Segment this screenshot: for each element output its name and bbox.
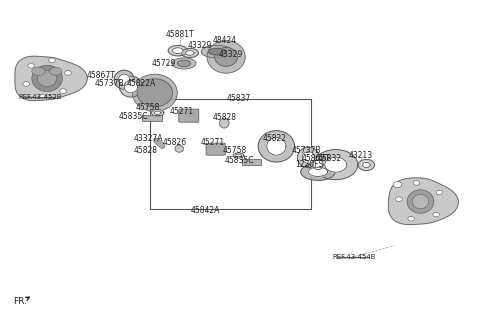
Polygon shape	[185, 51, 194, 55]
Text: 43329: 43329	[187, 41, 212, 50]
Polygon shape	[302, 152, 315, 163]
Circle shape	[39, 94, 46, 99]
Ellipse shape	[132, 74, 177, 112]
Text: 45835C: 45835C	[224, 155, 254, 165]
Text: 45832: 45832	[318, 154, 342, 163]
Polygon shape	[168, 46, 187, 56]
Circle shape	[436, 190, 443, 195]
Ellipse shape	[49, 67, 62, 75]
Polygon shape	[120, 76, 143, 97]
Circle shape	[408, 216, 415, 221]
Circle shape	[28, 64, 35, 68]
FancyBboxPatch shape	[206, 143, 225, 155]
Polygon shape	[309, 167, 327, 176]
Text: REF.43-454B: REF.43-454B	[332, 254, 376, 260]
Polygon shape	[201, 46, 233, 58]
Circle shape	[60, 89, 67, 93]
Text: REF.43-452B: REF.43-452B	[19, 94, 62, 100]
Polygon shape	[325, 157, 347, 172]
Text: 1220FS: 1220FS	[295, 160, 324, 170]
Polygon shape	[267, 137, 286, 155]
Polygon shape	[208, 49, 226, 55]
Text: 45822: 45822	[263, 134, 287, 143]
Bar	[242, 159, 261, 165]
Ellipse shape	[172, 58, 196, 69]
Ellipse shape	[207, 41, 245, 73]
Polygon shape	[124, 80, 138, 93]
Text: 45822A: 45822A	[126, 78, 156, 88]
Bar	[151, 99, 311, 209]
Ellipse shape	[32, 65, 62, 92]
Ellipse shape	[137, 79, 172, 107]
Circle shape	[23, 82, 30, 86]
Text: 45842A: 45842A	[191, 206, 220, 215]
Text: 45271: 45271	[169, 107, 193, 115]
Text: 45881T: 45881T	[166, 31, 194, 39]
Text: 45837: 45837	[227, 93, 251, 103]
Text: 45828: 45828	[134, 146, 158, 155]
Polygon shape	[358, 159, 374, 171]
Text: 43329: 43329	[218, 50, 242, 59]
Circle shape	[65, 71, 72, 75]
Polygon shape	[236, 154, 241, 157]
Text: 45826: 45826	[162, 138, 187, 147]
Polygon shape	[119, 74, 130, 85]
Text: FR.: FR.	[12, 297, 26, 306]
Polygon shape	[233, 153, 244, 158]
Circle shape	[433, 212, 440, 217]
Text: 45867T: 45867T	[301, 154, 330, 163]
Polygon shape	[301, 163, 335, 180]
Polygon shape	[114, 70, 134, 89]
Text: 43213: 43213	[349, 151, 373, 160]
Ellipse shape	[219, 118, 229, 128]
Circle shape	[393, 182, 402, 188]
Ellipse shape	[175, 145, 183, 152]
Polygon shape	[314, 150, 358, 180]
Polygon shape	[152, 110, 164, 116]
Text: 45867T: 45867T	[87, 71, 116, 80]
Text: 45737B: 45737B	[291, 146, 321, 155]
Ellipse shape	[177, 60, 191, 67]
FancyBboxPatch shape	[179, 109, 199, 122]
Text: 45729: 45729	[151, 59, 176, 68]
Polygon shape	[258, 131, 295, 162]
Text: 45835C: 45835C	[119, 112, 148, 121]
Ellipse shape	[215, 48, 238, 66]
Polygon shape	[388, 178, 458, 224]
Circle shape	[48, 58, 55, 63]
Text: 48424: 48424	[213, 36, 237, 45]
Polygon shape	[313, 160, 323, 170]
Circle shape	[413, 181, 420, 185]
Polygon shape	[181, 49, 198, 57]
Bar	[142, 115, 162, 121]
Text: 43327A: 43327A	[133, 134, 163, 143]
Text: 45758: 45758	[222, 146, 246, 155]
Text: 45758: 45758	[136, 103, 160, 112]
Circle shape	[396, 197, 402, 201]
Ellipse shape	[412, 195, 429, 209]
Polygon shape	[172, 48, 183, 53]
Polygon shape	[309, 156, 327, 173]
Text: 45828: 45828	[213, 113, 237, 122]
Text: 45737B: 45737B	[95, 78, 125, 88]
Text: 45271: 45271	[201, 138, 225, 147]
Polygon shape	[15, 56, 87, 101]
Polygon shape	[298, 147, 320, 168]
Ellipse shape	[32, 67, 45, 75]
Polygon shape	[155, 111, 161, 114]
Polygon shape	[362, 162, 370, 168]
Ellipse shape	[37, 70, 57, 87]
Ellipse shape	[407, 190, 434, 213]
